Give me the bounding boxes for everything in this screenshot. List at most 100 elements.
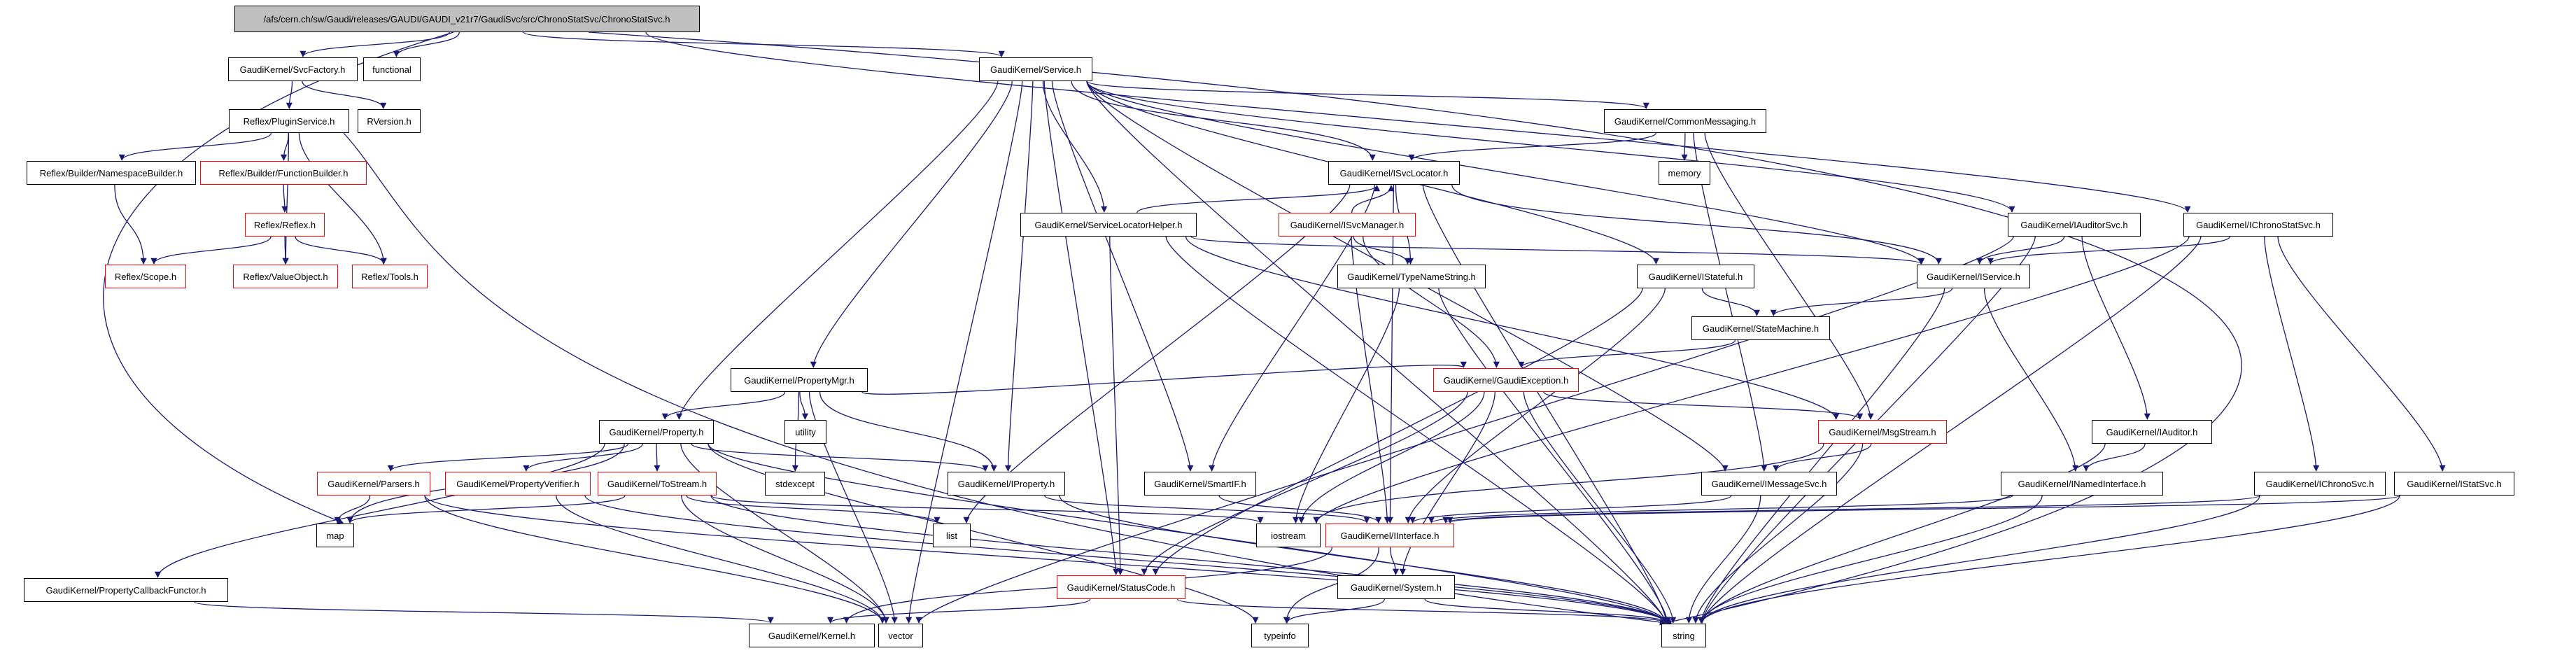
- node-namespacebuilder[interactable]: Reflex/Builder/NamespaceBuilder.h: [27, 161, 196, 185]
- edge-iauditorsvc-to-iauditor: [2081, 236, 2151, 420]
- node-servicelocatorhelper[interactable]: GaudiKernel/ServiceLocatorHelper.h: [1020, 213, 1197, 237]
- edge-typenamestring-to-iostream: [1293, 288, 1400, 524]
- edge-service-to-iservice: [1086, 80, 1924, 265]
- node-reflexreflex[interactable]: Reflex/Reflex.h: [245, 213, 325, 237]
- edge-ichronostatsvc-to-string: [1698, 236, 2202, 624]
- node-inamedinterface[interactable]: GaudiKernel/INamedInterface.h: [2001, 472, 2163, 496]
- node-smartif[interactable]: GaudiKernel/SmartIF.h: [1144, 472, 1256, 496]
- node-msgstream[interactable]: GaudiKernel/MsgStream.h: [1818, 420, 1947, 444]
- node-service[interactable]: GaudiKernel/Service.h: [979, 57, 1092, 81]
- node-label-propertyverifier: GaudiKernel/PropertyVerifier.h: [456, 478, 579, 489]
- node-label-property: GaudiKernel/Property.h: [609, 426, 704, 437]
- node-label-smartif: GaudiKernel/SmartIF.h: [1154, 478, 1246, 489]
- node-valueobject[interactable]: Reflex/ValueObject.h: [233, 265, 338, 288]
- node-kernel[interactable]: GaudiKernel/Kernel.h: [749, 624, 875, 647]
- node-ichronosvc[interactable]: GaudiKernel/IChronoSvc.h: [2254, 472, 2386, 496]
- node-label-valueobject: Reflex/ValueObject.h: [243, 271, 328, 282]
- node-label-imessagesvc: GaudiKernel/IMessageSvc.h: [1711, 478, 1827, 489]
- edge-propertyverifier-to-vector: [556, 495, 886, 624]
- edge-gaudiexception-to-statuscode: [1141, 391, 1468, 575]
- node-statuscode[interactable]: GaudiKernel/StatusCode.h: [1057, 575, 1185, 599]
- edge-functionbuilder-to-reflexreflex: [281, 184, 288, 213]
- node-title: /afs/cern.ch/sw/Gaudi/releases/GAUDI/GAU…: [234, 6, 700, 32]
- edge-isvclocator-to-smartif: [1209, 184, 1375, 472]
- node-label-commonmessaging: GaudiKernel/CommonMessaging.h: [1614, 115, 1757, 127]
- edge-ichronostatsvc-to-istatsvc: [2277, 236, 2446, 472]
- node-iproperty[interactable]: GaudiKernel/IProperty.h: [948, 472, 1065, 496]
- edge-svcfactory-to-rversion: [302, 80, 387, 109]
- edge-inamedinterface-to-string: [1698, 495, 2043, 624]
- node-system[interactable]: GaudiKernel/System.h: [1337, 575, 1455, 599]
- edge-property-to-propertycallbackfunctor: [155, 443, 605, 578]
- node-istatsvc[interactable]: GaudiKernel/IStatSvc.h: [2394, 472, 2514, 496]
- node-parsers[interactable]: GaudiKernel/Parsers.h: [317, 472, 430, 496]
- node-label-istateful: GaudiKernel/IStateful.h: [1648, 271, 1743, 282]
- node-label-functional: functional: [372, 64, 411, 75]
- node-tools[interactable]: Reflex/Tools.h: [352, 265, 428, 288]
- node-label-iostream: iostream: [1271, 530, 1306, 541]
- edge-isvclocator-to-iinterface: [1386, 184, 1395, 524]
- node-iauditorsvc[interactable]: GaudiKernel/IAuditorSvc.h: [2008, 213, 2141, 237]
- node-label-isvclocator: GaudiKernel/ISvcLocator.h: [1339, 167, 1449, 178]
- edge-svcfactory-to-pluginservice: [286, 80, 293, 109]
- node-svcfactory[interactable]: GaudiKernel/SvcFactory.h: [227, 57, 358, 81]
- node-istateful[interactable]: GaudiKernel/IStateful.h: [1637, 265, 1754, 288]
- edge-ichronostatsvc-to-ichronosvc: [2264, 236, 2320, 472]
- edge-service-to-isvclocator: [1071, 80, 1376, 161]
- node-iservice[interactable]: GaudiKernel/IService.h: [1917, 265, 2030, 288]
- edge-service-to-property: [676, 80, 999, 420]
- node-label-vector: vector: [888, 630, 913, 641]
- node-property[interactable]: GaudiKernel/Property.h: [599, 420, 714, 444]
- edge-tostream-to-vector: [681, 495, 889, 624]
- edge-service-to-statuscode: [1043, 80, 1120, 575]
- edge-istateful-to-iinterface: [1405, 288, 1666, 524]
- edge-reflexreflex-to-tools: [295, 236, 387, 265]
- node-label-map: map: [326, 530, 344, 541]
- edge-system-to-string: [1424, 598, 1670, 624]
- node-tostream[interactable]: GaudiKernel/ToStream.h: [598, 472, 717, 496]
- node-label-title: /afs/cern.ch/sw/Gaudi/releases/GAUDI/GAU…: [263, 13, 670, 24]
- node-list: list: [933, 524, 971, 547]
- node-label-functionbuilder: Reflex/Builder/FunctionBuilder.h: [218, 167, 349, 178]
- node-functionbuilder[interactable]: Reflex/Builder/FunctionBuilder.h: [200, 161, 367, 185]
- node-scope[interactable]: Reflex/Scope.h: [105, 265, 186, 288]
- node-pluginservice[interactable]: Reflex/PluginService.h: [229, 109, 349, 133]
- node-label-iauditorsvc: GaudiKernel/IAuditorSvc.h: [2020, 219, 2128, 230]
- edge-tostream-to-list: [686, 495, 941, 524]
- node-label-namespacebuilder: Reflex/Builder/NamespaceBuilder.h: [39, 167, 183, 178]
- edge-inamedinterface-to-iinterface: [1428, 495, 2013, 524]
- edge-isvclocator-to-iservice: [1451, 184, 1942, 265]
- edge-gaudiexception-to-string: [1523, 391, 1677, 624]
- node-isvclocator[interactable]: GaudiKernel/ISvcLocator.h: [1328, 161, 1460, 185]
- node-ichronostatsvc[interactable]: GaudiKernel/IChronoStatSvc.h: [2183, 213, 2333, 237]
- node-propertycallbackfunctor[interactable]: GaudiKernel/PropertyCallbackFunctor.h: [24, 578, 228, 602]
- edge-isvcmanager-to-typenamestring: [1353, 236, 1412, 265]
- node-label-statemachine: GaudiKernel/StateMachine.h: [1702, 323, 1820, 334]
- node-typenamestring[interactable]: GaudiKernel/TypeNameString.h: [1337, 265, 1486, 288]
- node-label-pluginservice: Reflex/PluginService.h: [243, 115, 335, 127]
- edge-tostream-to-string: [710, 495, 1669, 624]
- node-label-propertymgr: GaudiKernel/PropertyMgr.h: [744, 374, 854, 386]
- node-label-typenamestring: GaudiKernel/TypeNameString.h: [1347, 271, 1476, 282]
- node-label-list: list: [946, 530, 957, 541]
- edge-iproperty-to-string: [1059, 495, 1669, 624]
- edge-iinterface-to-system: [1390, 547, 1400, 575]
- node-iinterface[interactable]: GaudiKernel/IInterface.h: [1325, 524, 1454, 547]
- node-commonmessaging[interactable]: GaudiKernel/CommonMessaging.h: [1604, 109, 1766, 133]
- node-isvcmanager[interactable]: GaudiKernel/ISvcManager.h: [1279, 213, 1416, 237]
- edge-commonmessaging-to-isvclocator: [1408, 132, 1657, 161]
- node-gaudiexception[interactable]: GaudiKernel/GaudiException.h: [1433, 368, 1579, 392]
- edge-servicelocatorhelper-to-isvclocator: [1136, 185, 1380, 213]
- node-label-kernel: GaudiKernel/Kernel.h: [768, 630, 856, 641]
- node-label-memory: memory: [1668, 167, 1701, 178]
- node-label-stdexcept: stdexcept: [775, 478, 815, 489]
- edge-msgstream-to-string: [1692, 443, 1864, 624]
- edge-iauditor-to-string: [1698, 443, 2106, 624]
- edge-gaudiexception-to-msgstream: [1543, 391, 1864, 420]
- node-statemachine[interactable]: GaudiKernel/StateMachine.h: [1691, 316, 1830, 340]
- node-propertymgr[interactable]: GaudiKernel/PropertyMgr.h: [731, 368, 868, 392]
- node-vector: vector: [878, 624, 923, 647]
- node-imessagesvc[interactable]: GaudiKernel/IMessageSvc.h: [1701, 472, 1837, 496]
- node-iauditor[interactable]: GaudiKernel/IAuditor.h: [2092, 420, 2212, 444]
- node-propertyverifier[interactable]: GaudiKernel/PropertyVerifier.h: [445, 472, 591, 496]
